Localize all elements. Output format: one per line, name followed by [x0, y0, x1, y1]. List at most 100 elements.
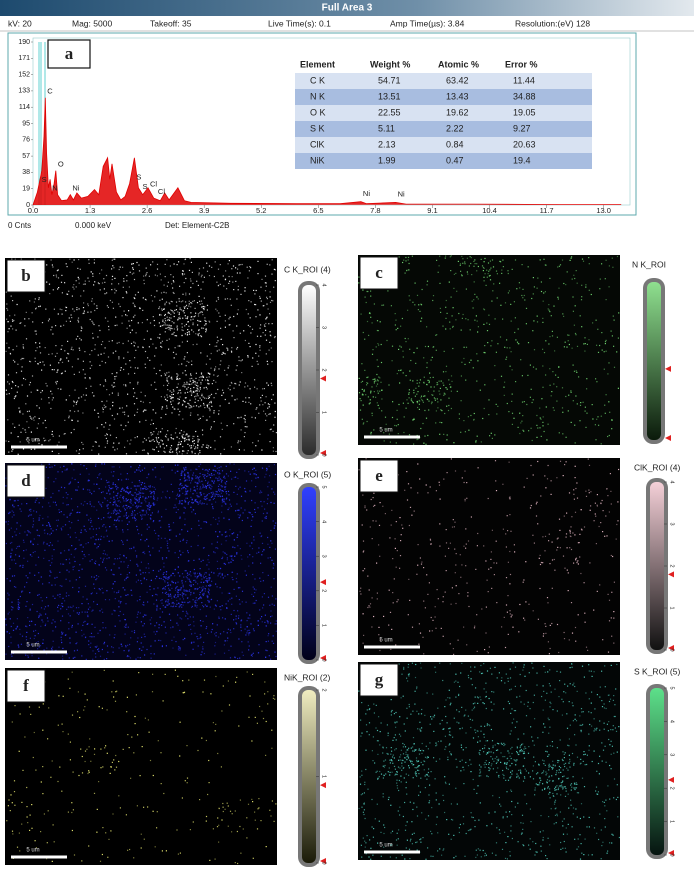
map-dot — [163, 579, 164, 580]
map-dot — [42, 322, 43, 323]
map-dot — [448, 405, 449, 406]
map-dot — [421, 396, 422, 397]
map-dot — [14, 315, 15, 316]
map-dot — [29, 515, 30, 516]
map-dot — [133, 316, 134, 317]
map-dot — [179, 345, 180, 346]
map-dot — [49, 545, 50, 546]
map-dot — [51, 327, 52, 328]
map-dot — [135, 499, 136, 500]
map-dot — [255, 512, 256, 513]
map-dot — [162, 588, 163, 589]
map-dot — [548, 308, 549, 309]
map-dot — [200, 620, 201, 621]
map-dot — [229, 535, 230, 536]
map-dot — [140, 657, 141, 658]
map-dot — [206, 626, 207, 627]
map-dot — [374, 391, 375, 392]
map-dot — [191, 478, 192, 479]
map-dot — [201, 328, 202, 329]
map-dot — [108, 356, 109, 357]
map-dot — [11, 549, 12, 550]
map-dot — [45, 383, 46, 384]
map-dot — [96, 534, 97, 535]
map-dot — [94, 349, 95, 350]
map-dot — [178, 572, 179, 573]
map-dot — [167, 545, 168, 546]
map-dot — [372, 349, 373, 350]
map-dot — [178, 390, 179, 391]
map-dot — [16, 330, 17, 331]
map-dot — [241, 507, 242, 508]
map-dot — [72, 262, 73, 263]
map-dot — [134, 298, 135, 299]
map-dot — [173, 522, 174, 523]
map-dot — [95, 646, 96, 647]
map-dot — [167, 430, 168, 431]
map-dot — [150, 264, 151, 265]
map-dot — [178, 345, 179, 346]
map-dot — [26, 421, 27, 422]
map-dot — [179, 503, 180, 504]
map-dot — [237, 272, 238, 273]
map-dot — [469, 265, 470, 266]
map-dot — [101, 269, 102, 270]
colorbar-title: C K_ROI (4) — [284, 264, 331, 274]
map-dot — [17, 546, 18, 547]
map-dot — [27, 655, 28, 656]
map-dot — [150, 424, 151, 425]
map-dot — [614, 367, 615, 368]
map-dot — [215, 261, 216, 262]
map-dot — [584, 337, 585, 338]
y-tick-label: 152 — [18, 71, 30, 78]
map-dot — [58, 509, 59, 510]
map-dot — [177, 398, 178, 399]
map-dot — [205, 591, 206, 592]
map-dot — [409, 349, 410, 350]
map-dot — [34, 575, 35, 576]
map-dot — [50, 365, 51, 366]
map-dot — [39, 343, 40, 344]
map-dot — [420, 321, 421, 322]
map-dot — [62, 362, 63, 363]
map-dot — [92, 273, 93, 274]
map-dot — [222, 617, 223, 618]
map-dot — [6, 394, 7, 395]
map-dot — [541, 281, 542, 282]
map-dot — [118, 592, 119, 593]
map-dot — [186, 407, 187, 408]
map-dot — [125, 314, 126, 315]
map-dot — [107, 504, 108, 505]
map-dot — [173, 311, 174, 312]
map-dot — [151, 617, 152, 618]
map-dot — [544, 352, 545, 353]
map-dot — [176, 309, 177, 310]
map-dot — [558, 367, 559, 368]
map-dot — [188, 439, 189, 440]
map-dot — [95, 561, 96, 562]
map-dot — [169, 451, 170, 452]
map-dot — [209, 275, 210, 276]
map-dot — [261, 449, 262, 450]
map-dot — [156, 447, 157, 448]
map-dot — [197, 573, 198, 574]
map-dot — [446, 406, 447, 407]
map-dot — [556, 386, 557, 387]
map-dot — [358, 282, 359, 283]
map-dot — [203, 267, 204, 268]
map-dot — [137, 641, 138, 642]
map-dot — [226, 540, 227, 541]
map-dot — [39, 502, 40, 503]
map-dot — [179, 399, 180, 400]
map-dot — [511, 351, 512, 352]
table-row — [295, 105, 592, 121]
map-dot — [420, 397, 421, 398]
map-dot — [81, 396, 82, 397]
colorbar-tick-label: 4 — [321, 283, 327, 286]
map-dot — [214, 609, 215, 610]
map-dot — [429, 382, 430, 383]
map-dot — [130, 499, 131, 500]
map-dot — [205, 521, 206, 522]
map-dot — [60, 309, 61, 310]
map-dot — [190, 278, 191, 279]
